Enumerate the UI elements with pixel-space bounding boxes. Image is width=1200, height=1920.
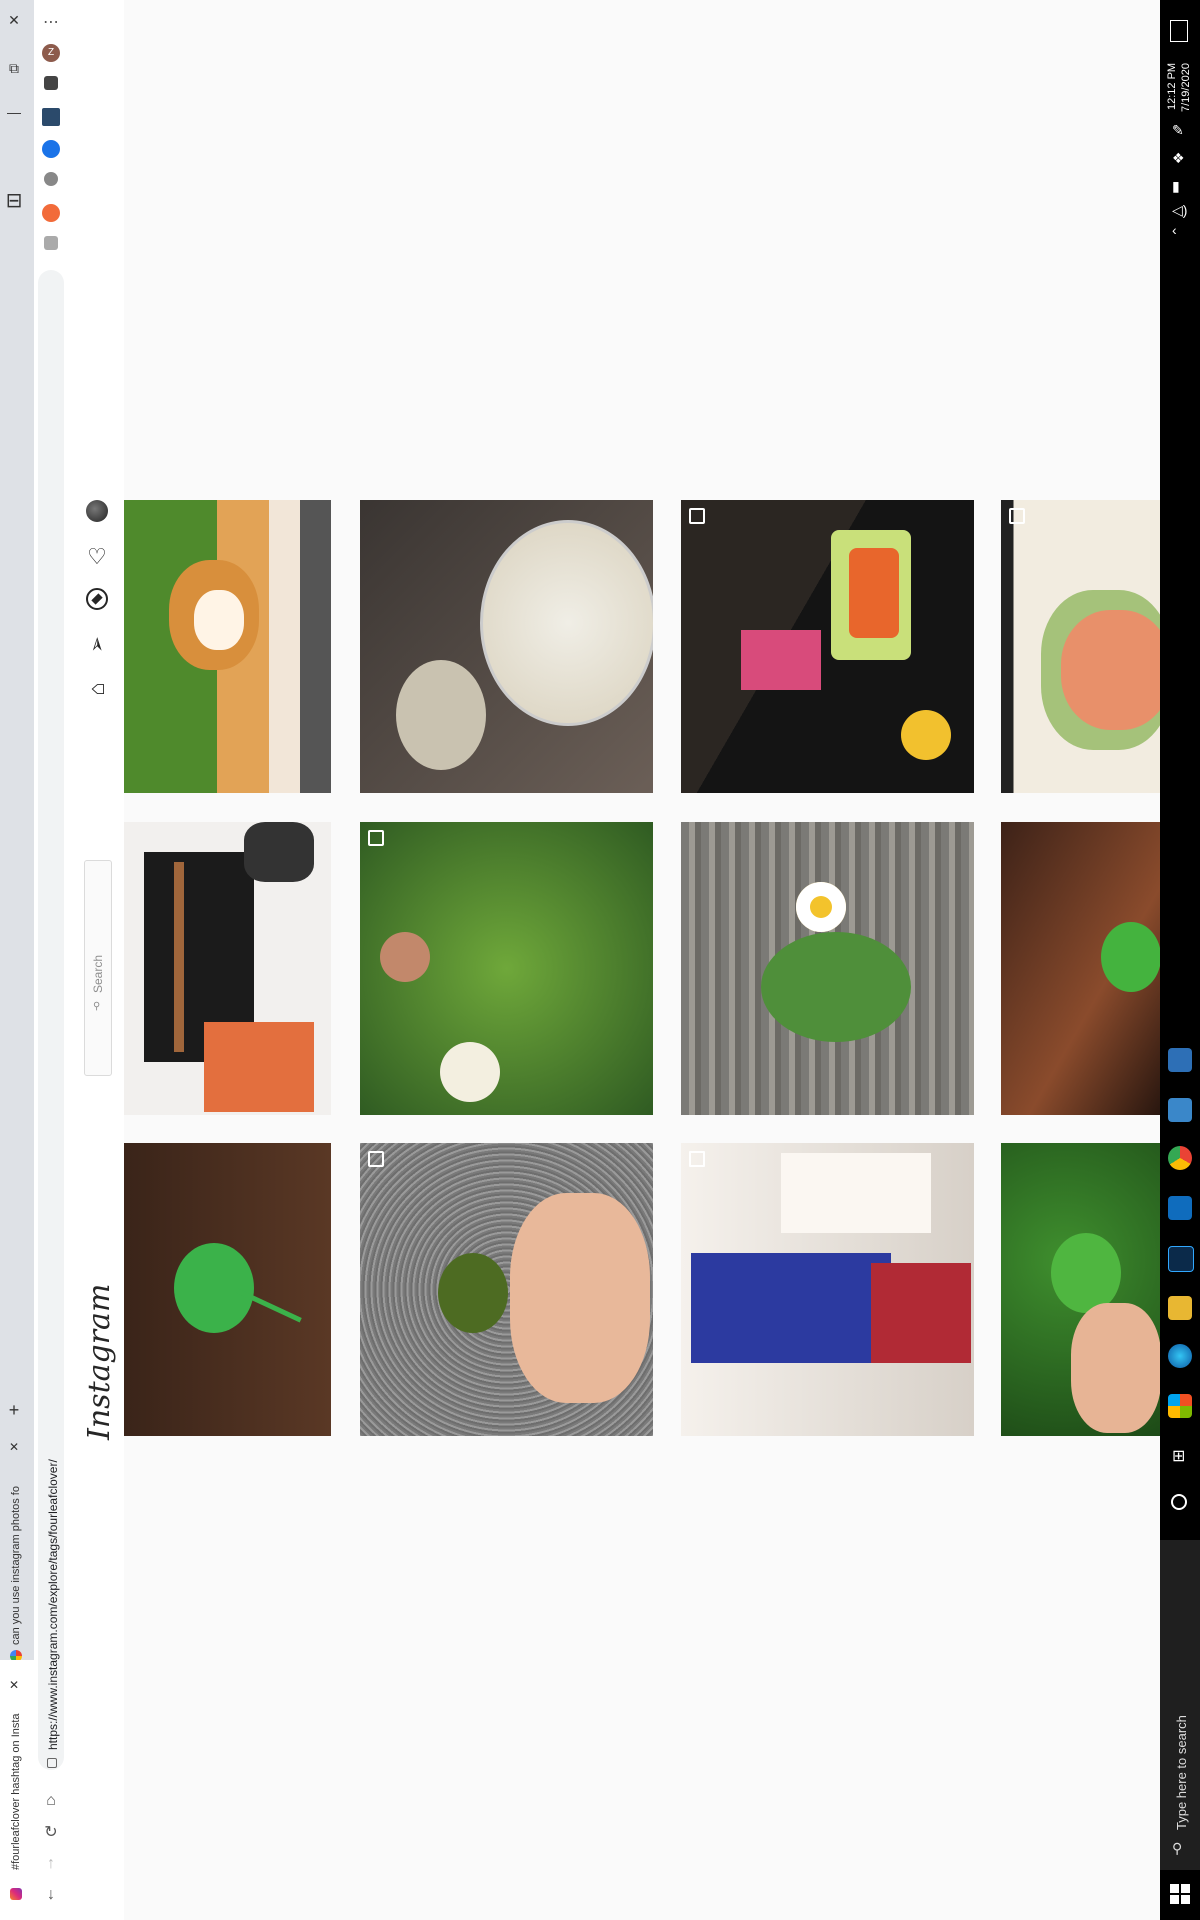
windows-start-icon[interactable]	[1170, 1884, 1190, 1904]
windows-taskbar: 12:12 PM 7/19/2020 ✎ ❖ ▮ ◁) ‹ ⊞ Type her…	[1160, 0, 1200, 1920]
profile-avatar[interactable]: Z	[42, 44, 60, 62]
post-clover-dark-wood[interactable]	[1001, 822, 1160, 1115]
cortana-icon[interactable]	[1171, 1494, 1187, 1510]
post-video-person[interactable]	[681, 1143, 974, 1436]
search-placeholder: Search	[91, 954, 105, 993]
google-favicon-icon	[10, 1650, 22, 1662]
extensions-puzzle-icon[interactable]	[44, 76, 58, 90]
post-clover-table[interactable]	[124, 1143, 331, 1436]
instagram-favicon-icon	[10, 1888, 22, 1900]
tab-close-icon[interactable]: ✕	[9, 1678, 20, 1692]
home-icon[interactable]: ⌂	[84, 682, 109, 696]
tab-title: can you use instagram photos fo	[10, 1486, 22, 1645]
show-hidden-icons[interactable]: ‹	[1172, 222, 1177, 238]
post-outfit[interactable]	[124, 822, 331, 1115]
forward-icon[interactable]: ↑	[47, 1855, 55, 1872]
taskbar-time[interactable]: 12:12 PM	[1166, 62, 1178, 110]
action-center-icon[interactable]	[1170, 20, 1188, 42]
new-tab-button[interactable]: +	[8, 1400, 20, 1420]
app-store-icon[interactable]	[1168, 1394, 1192, 1418]
browser-tab-strip: ✕ ⧉ — ⊟ + ✕ can you use instagram photos…	[0, 0, 34, 1920]
url-text[interactable]: https://www.instagram.com/explore/tags/f…	[46, 1459, 60, 1750]
app-calculator-icon[interactable]	[1168, 1048, 1192, 1072]
app-file-explorer-icon[interactable]	[1168, 1296, 1192, 1320]
search-input[interactable]: Search ⚲	[84, 860, 112, 1076]
post-clover-fingers[interactable]	[1001, 1143, 1160, 1436]
app-chrome-icon[interactable]	[1168, 1146, 1192, 1170]
instagram-logo[interactable]: Instagram	[82, 1283, 117, 1440]
tab-search-icon[interactable]: ⊟	[5, 190, 23, 212]
window-restore-icon[interactable]: ⧉	[9, 60, 19, 76]
extension-g-icon[interactable]	[44, 236, 58, 250]
post-sushi[interactable]	[681, 500, 974, 793]
tab-fourleafclover[interactable]: ✕ #fourleafclover hashtag on Insta	[0, 1660, 34, 1920]
task-view-icon[interactable]: ⊞	[1172, 1448, 1186, 1465]
reload-icon[interactable]: ↻	[44, 1824, 58, 1841]
post-drink-clover[interactable]	[360, 500, 653, 793]
app-edge-icon[interactable]	[1168, 1344, 1192, 1368]
taskbar-search-box[interactable]: Type here to search ⚲	[1160, 1540, 1200, 1870]
app-gear-icon[interactable]	[1168, 1098, 1192, 1122]
post-clover-leaves[interactable]	[360, 822, 653, 1115]
dropbox-icon[interactable]: ❖	[1172, 150, 1185, 166]
address-bar[interactable]: https://www.instagram.com/explore/tags/f…	[38, 270, 64, 1770]
home-icon[interactable]: ⌂	[46, 1792, 56, 1809]
profile-avatar[interactable]	[86, 500, 108, 522]
browser-toolbar: ⋯ Z https://www.instagram.com/explore/ta…	[34, 0, 71, 1920]
tab-close-icon[interactable]: ✕	[9, 1440, 20, 1454]
extension-blue-icon[interactable]	[42, 140, 60, 158]
direct-messages-icon[interactable]: ➢	[86, 636, 109, 653]
taskbar-search-placeholder: Type here to search	[1174, 1715, 1189, 1830]
menu-icon[interactable]: ⋯	[43, 14, 59, 31]
instagram-header: ♡ ➢ ⌂ Search ⚲ Instagram	[70, 0, 125, 1920]
app-photoshop-icon[interactable]	[1168, 1246, 1194, 1272]
taskbar-date[interactable]: 7/19/2020	[1180, 63, 1192, 112]
tab-title: #fourleafclover hashtag on Insta	[10, 1713, 22, 1870]
pen-icon[interactable]: ✎	[1172, 122, 1184, 138]
extension-chart-icon[interactable]	[42, 108, 60, 126]
activity-heart-icon[interactable]: ♡	[87, 544, 107, 569]
lock-icon[interactable]	[47, 1758, 57, 1768]
battery-icon[interactable]: ▮	[1172, 178, 1180, 194]
search-icon: ⚲	[1172, 1840, 1183, 1856]
tab-can-you-use[interactable]: ✕ can you use instagram photos fo	[0, 1400, 34, 1662]
extension-gray-icon[interactable]	[44, 172, 58, 186]
posts-grid	[124, 0, 1160, 1920]
window-close-icon[interactable]: ✕	[8, 12, 20, 28]
volume-icon[interactable]: ◁)	[1172, 202, 1188, 218]
post-corgi[interactable]	[124, 500, 331, 793]
app-outlook-icon[interactable]	[1168, 1196, 1192, 1220]
post-clover-wood[interactable]	[681, 822, 974, 1115]
search-icon: ⚲	[93, 1001, 101, 1012]
extension-orange-icon[interactable]	[42, 204, 60, 222]
post-clover-hand[interactable]	[360, 1143, 653, 1436]
window-minimize-icon[interactable]: —	[7, 104, 21, 120]
post-drawing[interactable]	[1001, 500, 1160, 793]
explore-compass-icon[interactable]	[86, 588, 108, 610]
back-icon[interactable]: ↓	[47, 1886, 55, 1903]
